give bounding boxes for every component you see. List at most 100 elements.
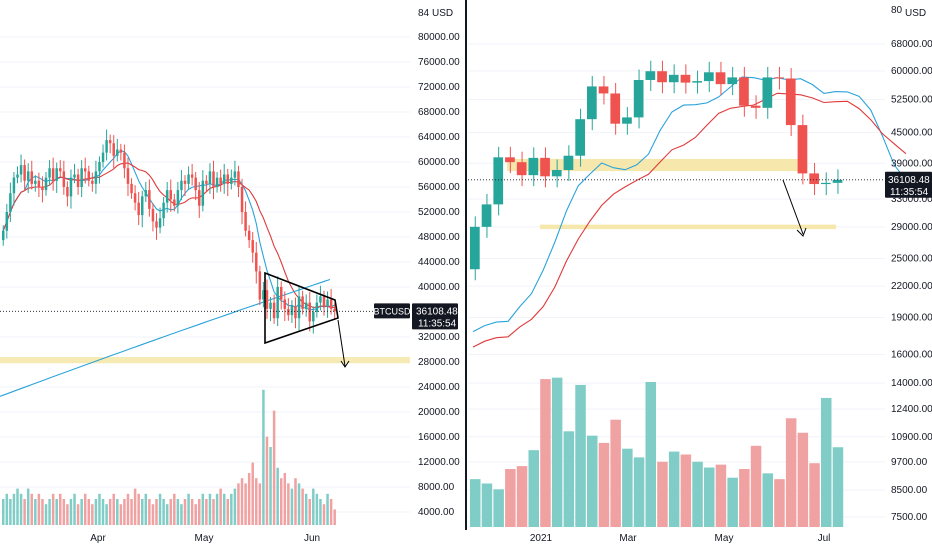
candle-body (59, 168, 62, 172)
y-tick-label: 16000.00 (418, 432, 460, 443)
resistance-zone (507, 158, 804, 172)
candle-body (151, 208, 155, 222)
candle-body (312, 312, 315, 322)
y-tick-label: 25000.00 (891, 254, 932, 265)
ma-slow-line (472, 92, 907, 348)
candle-body (2, 230, 5, 241)
y-tick-label: 12000.00 (418, 457, 460, 468)
volume-bar (105, 504, 108, 525)
candle-body (119, 149, 123, 153)
volume-bar (319, 499, 322, 525)
candle-body (94, 171, 98, 184)
volume-bar (91, 504, 94, 525)
volume-bar (762, 473, 773, 527)
volume-bar (16, 488, 19, 525)
candle-body (692, 81, 702, 83)
volume-bar (251, 462, 254, 525)
y-tick-label: 16000.00 (891, 349, 932, 360)
candle-body (26, 171, 30, 181)
volume-bar (62, 499, 66, 525)
y-tick-label: 33000.00 (891, 194, 932, 205)
candle-body (30, 171, 34, 184)
candle-body (219, 177, 222, 184)
volume-bar (312, 488, 315, 525)
candle-body (98, 162, 101, 172)
volume-bar (279, 478, 283, 525)
candle-body (226, 174, 230, 184)
y-tick-label: 10900.00 (891, 432, 932, 443)
volume-bar (265, 436, 269, 525)
candle-body (91, 180, 94, 184)
volume-bar (715, 464, 727, 527)
candle-body (516, 162, 527, 176)
volume-bar (23, 499, 26, 525)
candle-body (180, 180, 183, 191)
candle-body (244, 212, 247, 231)
volume-bar (262, 389, 265, 525)
candle-body (140, 196, 144, 216)
volume-bar (173, 493, 176, 525)
candle-body (290, 305, 294, 316)
candle-body (69, 177, 73, 197)
x-tick-label: 2021 (530, 533, 553, 544)
candle-body (76, 174, 80, 187)
candle-body (481, 204, 492, 227)
volume-bar (183, 499, 187, 525)
y-tick-label: 7500.00 (891, 512, 928, 523)
volume-bar (255, 478, 258, 525)
countdown-label: 11:35:54 (418, 318, 457, 329)
volume-bar (69, 499, 73, 525)
candle-body (308, 302, 311, 322)
candle-body (48, 168, 51, 178)
candle-body (51, 168, 55, 181)
candle-body (87, 171, 91, 181)
candle-body (297, 296, 301, 319)
volume-bar (219, 488, 222, 525)
candle-body (610, 93, 621, 124)
volume-bar (215, 493, 219, 525)
projection-arrowhead (796, 227, 807, 237)
y-tick-label: 40000.00 (418, 282, 460, 293)
projection-arrow-line[interactable] (782, 179, 804, 235)
candle-body (283, 299, 287, 309)
candle-body (622, 117, 632, 124)
volume-bar (165, 504, 169, 525)
candle-body (165, 190, 169, 203)
triangle-pattern-drawing[interactable] (264, 271, 339, 345)
volume-bar (201, 493, 205, 525)
volume-bar (727, 477, 738, 527)
volume-bar (276, 467, 279, 525)
candle-body (774, 77, 784, 79)
candle-body (222, 174, 226, 184)
candle-body (715, 72, 726, 85)
volume-bar (80, 499, 83, 525)
volume-bar (668, 451, 680, 527)
price-tag-bg (885, 171, 932, 198)
volume-bar (101, 499, 105, 525)
y-tick-label: 80000.00 (418, 32, 460, 43)
volume-bar (785, 418, 797, 527)
volume-bar (287, 483, 290, 525)
candle-body (251, 240, 254, 253)
candle-body (176, 190, 180, 206)
volume-bar (37, 493, 41, 525)
volume-bar (48, 499, 51, 525)
volume-bar (180, 504, 183, 525)
candle-body (587, 86, 597, 120)
candle-body (55, 168, 58, 181)
projection-arrow-line[interactable] (337, 319, 346, 367)
candle-body (34, 180, 37, 184)
y-tick-label: 68000.00 (418, 107, 460, 118)
candle-body (155, 221, 158, 228)
candle-body (809, 173, 819, 185)
volume-bar (329, 499, 333, 525)
y-tick-label: 60000.00 (891, 66, 932, 77)
volume-bar (322, 504, 326, 525)
candle-body (797, 125, 808, 174)
y-tick-label: 32000.00 (418, 332, 460, 343)
candle-body (329, 299, 333, 309)
candle-body (727, 77, 738, 85)
candle-body (470, 226, 480, 270)
